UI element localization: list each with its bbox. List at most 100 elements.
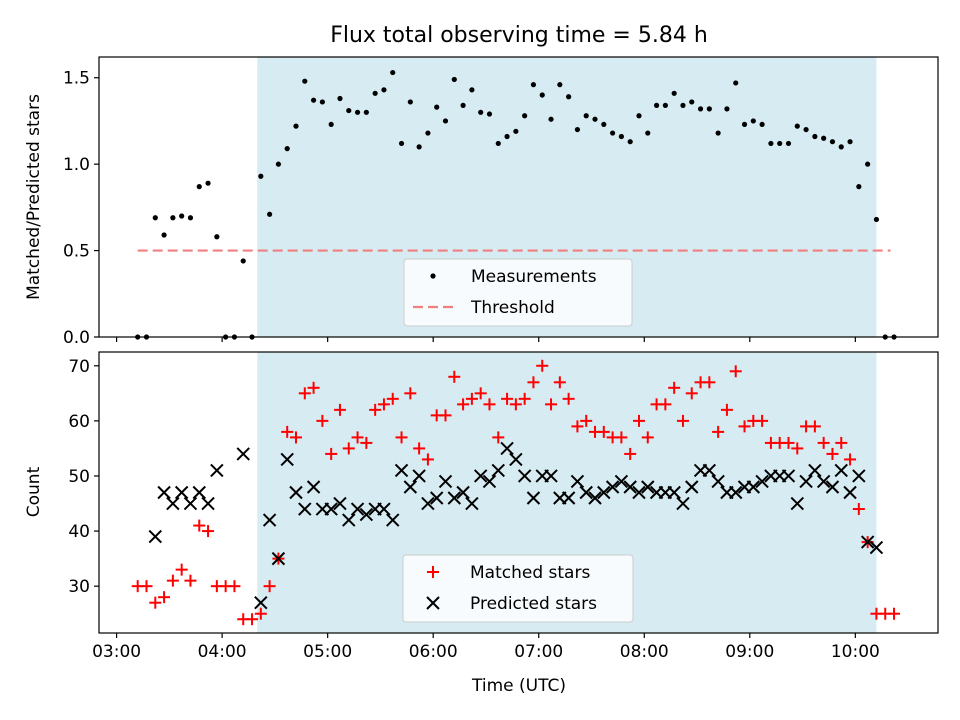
matched-star-point [632, 414, 645, 427]
measurement-point [302, 78, 308, 84]
top-y-axis-label: Matched/Predicted stars [24, 94, 44, 300]
predicted-star-point [421, 496, 435, 511]
measurement-point [495, 140, 501, 147]
x-tick-label: 05:00 [303, 642, 352, 662]
matched-star-point [615, 431, 628, 444]
measurement-point [821, 135, 827, 141]
measurement-point [671, 90, 677, 96]
predicted-star-point [641, 480, 655, 494]
measurement-point [759, 121, 765, 128]
matched-star-point [536, 359, 549, 372]
matched-star-point [712, 425, 725, 438]
measurement-point [741, 121, 748, 128]
matched-star-point [254, 607, 267, 620]
predicted-star-point [465, 496, 479, 511]
measurement-point [847, 139, 853, 145]
predicted-star-point [799, 474, 813, 489]
bottom-panel-frame [98, 351, 939, 634]
predicted-star-point [860, 535, 875, 549]
matched-star-point [738, 420, 751, 433]
predicted-star-point [430, 491, 444, 505]
predicted-star-point [570, 474, 585, 489]
measurement-point [381, 87, 387, 93]
predicted-star-point [192, 485, 206, 500]
matched-star-point [492, 431, 505, 444]
measurement-point [539, 92, 545, 98]
measurement-point [504, 133, 510, 140]
measurement-point [205, 180, 211, 186]
matched-star-point [483, 398, 496, 411]
matched-star-point [720, 403, 733, 416]
predicted-star-point [614, 474, 629, 489]
measurement-point [803, 126, 809, 133]
matched-star-point [808, 420, 821, 433]
matched-star-point [439, 409, 452, 422]
measurement-point [293, 123, 299, 129]
predicted-star-point [852, 469, 866, 483]
measurement-point [390, 69, 396, 76]
matched-star-point [413, 442, 426, 455]
matched-star-point [246, 613, 259, 626]
measurement-point [566, 94, 572, 100]
predicted-star-point [843, 485, 857, 500]
matched-star-point [676, 414, 689, 427]
measurement-point [407, 99, 413, 105]
matched-star-point [351, 431, 364, 444]
matched-star-point [289, 431, 302, 444]
measurement-point [214, 234, 220, 240]
predicted-star-point [403, 480, 418, 494]
predicted-star-point [201, 496, 215, 511]
top-y-axis: 0.0 0.5 1.0 1.5 [63, 69, 99, 348]
matched-star-point [756, 414, 769, 427]
matched-star-point [527, 376, 540, 389]
measurement-point [187, 215, 194, 221]
bottom-panel: 30 40 50 60 70 03:00 04:00 05:00 06:00 07:00 08:0… [24, 351, 939, 696]
top-y-tick-label: 0.0 [63, 328, 90, 348]
matched-star-point [826, 447, 839, 460]
measurement-point [398, 140, 405, 147]
top-y-tick-label: 1.5 [63, 69, 90, 89]
matched-star-point [659, 398, 672, 411]
matched-star-point [888, 607, 901, 620]
measurement-point [513, 128, 519, 134]
predicted-star-point [544, 469, 558, 483]
predicted-star-point [236, 447, 250, 461]
measurement-point [750, 118, 756, 124]
matched-star-point [307, 381, 320, 394]
matched-star-point [782, 436, 795, 449]
measurement-point [434, 104, 440, 110]
predicted-star-point [298, 502, 312, 516]
measurement-point [267, 211, 273, 217]
measurement-point [196, 184, 202, 190]
predicted-star-point [306, 480, 321, 494]
predicted-star-point [816, 474, 831, 489]
matched-star-point [316, 414, 329, 427]
top-legend-box [403, 258, 633, 327]
matched-star-point [228, 580, 241, 593]
measurement-point [179, 213, 185, 219]
measurement-point [548, 116, 554, 122]
x-tick-label: 04:00 [198, 642, 247, 662]
measurement-point [794, 123, 800, 129]
bottom-y-tick-label: 40 [68, 522, 90, 542]
measurement-point [486, 111, 493, 117]
predicted-star-point [685, 480, 699, 494]
matched-star-point [298, 387, 311, 400]
measurement-point [812, 133, 818, 140]
measurement-point [258, 173, 264, 179]
matched-star-point [562, 392, 575, 405]
measurement-point [522, 113, 528, 119]
measurement-point [697, 106, 704, 112]
predicted-star-point [808, 463, 822, 478]
measurement-point [161, 232, 167, 238]
measurement-point [618, 133, 624, 140]
measurement-point [733, 80, 739, 86]
measurement-point [636, 113, 642, 119]
measurement-point [451, 76, 457, 83]
measurement-point [583, 113, 589, 119]
matched-star-point [518, 392, 531, 405]
matched-star-point [184, 574, 197, 587]
predicted-star-point [333, 496, 347, 511]
matched-stars-legend-label: Matched stars [470, 563, 590, 583]
predicted-star-point [834, 463, 848, 478]
